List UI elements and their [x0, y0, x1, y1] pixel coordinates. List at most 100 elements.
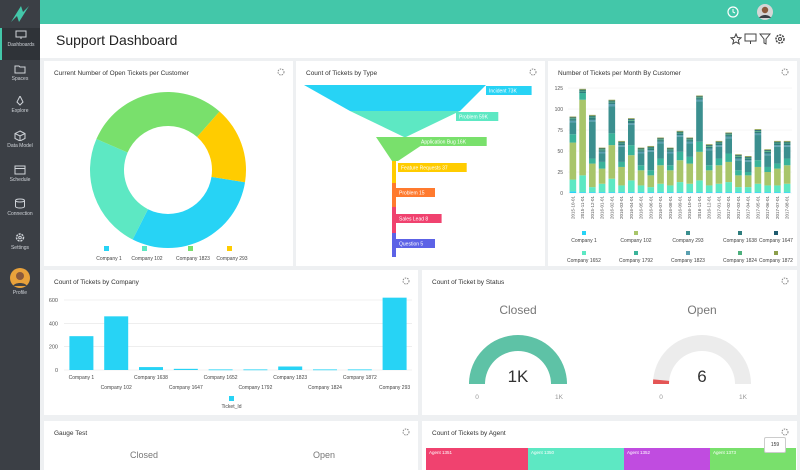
- x-tick-label: 2017-01-01: [716, 196, 721, 220]
- stacked-bar-segment: [657, 143, 664, 159]
- funnel-label: Problem 15: [399, 190, 425, 196]
- stacked-bar-segment: [666, 192, 674, 193]
- stacked-bar-segment: [754, 130, 762, 131]
- stacked-bar-segment: [696, 101, 703, 142]
- gauge-label-open: Open: [312, 450, 336, 460]
- logo-icon: [11, 6, 29, 22]
- stacked-bar-segment: [589, 119, 596, 122]
- rocket-icon: [16, 96, 24, 106]
- legend-label: Company 102: [620, 238, 651, 244]
- gauge-title: Open: [687, 303, 716, 317]
- panel-by-type: Count of Tickets by Type Incident 73K Pro…: [296, 61, 545, 266]
- x-tick-label: 2015-11-01: [580, 196, 585, 219]
- stacked-bar-segment: [598, 151, 606, 154]
- stacked-bar-segment: [744, 156, 752, 158]
- legend-label: Company 1792: [619, 258, 653, 264]
- bar: [69, 336, 94, 370]
- y-tick-label: 100: [555, 107, 564, 113]
- panel-open-tickets: Current Number of Open Tickets per Custo…: [44, 61, 293, 266]
- legend-label: Company 1872: [759, 258, 793, 264]
- stacked-bar-segment: [715, 141, 723, 143]
- stacked-bar-segment: [774, 192, 781, 193]
- stacked-bar-segment: [637, 153, 645, 166]
- stacked-bar-segment: [618, 146, 625, 162]
- stacked-bar-segment: [618, 143, 625, 146]
- gear-icon[interactable]: [529, 68, 537, 76]
- stacked-bar-segment: [676, 130, 684, 132]
- monitor-icon[interactable]: [744, 33, 757, 45]
- bar: [139, 367, 163, 370]
- funnel-label: Application Bug 16K: [421, 139, 467, 145]
- gauge-value: 6: [697, 367, 706, 386]
- gauge-track: [653, 335, 751, 384]
- treemap-label: Agent 1351: [429, 450, 453, 455]
- stacked-bar-segment: [725, 134, 733, 136]
- stacked-bar-segment: [686, 138, 694, 140]
- sidebar-item-dashboards[interactable]: Dashboards: [0, 28, 40, 60]
- filter-icon[interactable]: [759, 33, 771, 45]
- gear-icon[interactable]: [774, 33, 786, 45]
- x-tick-label: Company 102: [101, 385, 132, 391]
- stacked-bar-segment: [598, 168, 606, 184]
- stacked-bar-segment: [744, 175, 752, 188]
- sidebar-item-spaces[interactable]: Spaces: [0, 62, 40, 94]
- legend-label: Company 1638: [723, 238, 757, 244]
- legend-swatch: [227, 246, 232, 251]
- stacked-bar-segment: [705, 170, 713, 186]
- sidebar-item-data-model[interactable]: Data Model: [0, 128, 40, 160]
- stacked-bar-segment: [569, 191, 577, 193]
- bar: [173, 368, 198, 370]
- stacked-bar-segment: [627, 118, 635, 120]
- bar: [104, 316, 129, 370]
- panel-by-company: Count of Tickets by Company 0 200 400 600 Co…: [44, 270, 418, 415]
- gauge-chart: Closed 1K 0 1K Open 6 0 1K: [469, 303, 751, 401]
- x-tick-label: Company 1652: [204, 375, 238, 381]
- stacked-bar-segment: [618, 161, 625, 167]
- stacked-bar-segment: [754, 192, 762, 193]
- sidebar-item-schedule[interactable]: Schedule: [0, 162, 40, 194]
- x-tick-label: 2016-12-01: [707, 196, 712, 220]
- stacked-bar-segment: [637, 170, 645, 186]
- stacked-bar-segment: [754, 183, 762, 193]
- gear-icon[interactable]: [277, 68, 285, 76]
- star-icon[interactable]: [730, 33, 742, 45]
- sidebar-item-explore[interactable]: Explore: [0, 94, 40, 126]
- stacked-bar-segment: [744, 156, 752, 157]
- stacked-bar-segment: [569, 119, 577, 121]
- stacked-bar-segment: [705, 144, 713, 146]
- stacked-bar-segment: [647, 147, 655, 149]
- funnel-segment: [392, 161, 396, 183]
- stacked-bar-segment: [637, 149, 645, 151]
- stacked-bar-segment: [715, 158, 723, 166]
- stacked-bar-segment: [657, 158, 664, 166]
- x-tick-label: Company 1823: [273, 375, 307, 381]
- stacked-bar-segment: [627, 145, 635, 156]
- sidebar-item-settings[interactable]: Settings: [0, 230, 40, 262]
- chat-badge[interactable]: 159: [764, 437, 786, 453]
- x-tick-label: 2016-01-01: [600, 196, 605, 220]
- clock-alert-icon[interactable]: [726, 5, 740, 19]
- stacked-bar-segment: [744, 160, 752, 162]
- gear-icon[interactable]: [402, 277, 410, 285]
- page-title: Support Dashboard: [56, 32, 178, 48]
- gear-icon[interactable]: [781, 68, 789, 76]
- stacked-bar-segment: [627, 119, 635, 120]
- stacked-bar-segment: [725, 133, 733, 135]
- stacked-bar-segment: [696, 99, 703, 102]
- funnel-label: Incident 73K: [489, 88, 517, 94]
- sidebar-item-profile[interactable]: Profile: [0, 266, 40, 300]
- stacked-bar-segment: [657, 141, 664, 144]
- stacked-bar-segment: [705, 145, 713, 146]
- gear-icon[interactable]: [781, 428, 789, 436]
- gear-icon[interactable]: [402, 428, 410, 436]
- stacked-bar-segment: [725, 192, 733, 193]
- user-avatar[interactable]: [756, 3, 774, 21]
- x-tick-label: Company 1638: [134, 375, 168, 381]
- gear-icon[interactable]: [781, 277, 789, 285]
- legend-swatch: [774, 231, 778, 235]
- stacked-bar-segment: [637, 185, 645, 193]
- bar: [313, 369, 337, 371]
- top-bar: [40, 0, 800, 24]
- sidebar-item-connection[interactable]: Connection: [0, 196, 40, 228]
- funnel-label-bg: [396, 239, 435, 248]
